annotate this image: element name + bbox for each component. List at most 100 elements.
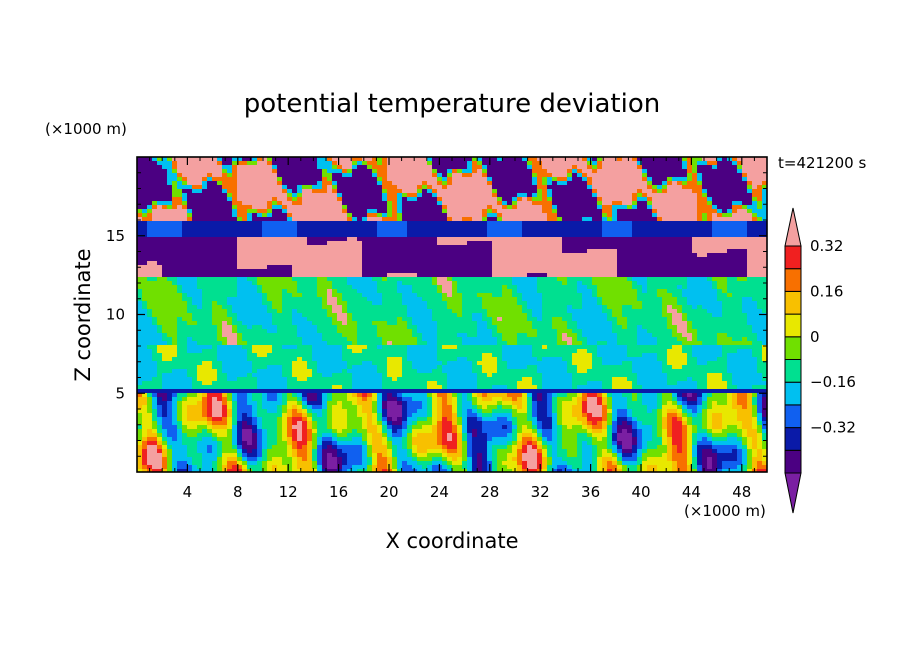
field-cell: [687, 241, 693, 246]
field-cell: [197, 257, 203, 262]
field-cell: [142, 301, 148, 306]
field-cell: [622, 301, 628, 306]
field-cell: [362, 173, 368, 178]
field-cell: [252, 177, 258, 182]
field-cell: [237, 185, 243, 190]
field-cell: [247, 293, 253, 298]
field-cell: [507, 253, 513, 258]
field-cell: [342, 273, 348, 278]
field-cell: [712, 309, 718, 314]
field-cell: [592, 237, 598, 242]
field-cell: [682, 177, 688, 182]
field-cell: [622, 261, 628, 266]
field-cell: [282, 189, 288, 194]
field-cell: [692, 193, 698, 198]
field-cell: [317, 301, 323, 306]
field-cell: [367, 241, 373, 246]
field-cell: [492, 245, 498, 250]
field-cell: [612, 273, 618, 278]
field-cell: [542, 241, 548, 246]
field-cell: [382, 177, 388, 182]
field-cell: [262, 277, 268, 282]
field-cell: [542, 277, 548, 282]
field-cell: [722, 253, 728, 258]
field-cell: [347, 233, 353, 238]
field-cell: [637, 305, 643, 310]
field-cell: [532, 277, 538, 282]
field-cell: [182, 157, 188, 162]
field-cell: [172, 217, 178, 222]
field-cell: [727, 253, 733, 258]
field-cell: [692, 197, 698, 202]
field-cell: [697, 217, 703, 222]
field-cell: [247, 281, 253, 286]
field-cell: [357, 201, 363, 206]
field-cell: [217, 185, 223, 190]
field-cell: [572, 269, 578, 274]
field-cell: [157, 181, 163, 186]
field-cell: [717, 257, 723, 262]
field-cell: [732, 157, 738, 162]
field-cell: [307, 313, 313, 318]
field-cell: [472, 205, 478, 210]
field-cell: [582, 301, 588, 306]
field-cell: [437, 281, 443, 286]
field-cell: [762, 169, 767, 174]
field-cell: [582, 225, 588, 230]
field-cell: [617, 177, 623, 182]
field-cell: [207, 161, 213, 166]
field-cell: [597, 277, 603, 282]
field-cell: [487, 285, 493, 290]
field-cell: [572, 225, 578, 230]
field-cell: [472, 201, 478, 206]
field-cell: [627, 265, 633, 270]
field-cell: [497, 161, 503, 166]
field-cell: [602, 293, 608, 298]
field-cell: [177, 193, 183, 198]
field-cell: [237, 313, 243, 318]
field-cell: [392, 233, 398, 238]
field-cell: [147, 297, 153, 302]
field-cell: [432, 257, 438, 262]
field-cell: [402, 293, 408, 298]
field-cell: [692, 165, 698, 170]
field-cell: [667, 173, 673, 178]
field-cell: [347, 241, 353, 246]
field-cell: [647, 297, 653, 302]
field-cell: [262, 225, 268, 230]
field-cell: [592, 305, 598, 310]
field-cell: [232, 289, 238, 294]
field-cell: [372, 281, 378, 286]
field-cell: [662, 165, 668, 170]
field-cell: [157, 281, 163, 286]
field-cell: [187, 289, 193, 294]
field-cell: [642, 285, 648, 290]
field-cell: [522, 225, 528, 230]
field-cell: [432, 297, 438, 302]
field-cell: [312, 169, 318, 174]
field-cell: [302, 261, 308, 266]
field-cell: [262, 241, 268, 246]
field-cell: [207, 169, 213, 174]
field-cell: [507, 293, 513, 298]
field-cell: [232, 297, 238, 302]
field-cell: [277, 281, 283, 286]
field-cell: [667, 265, 673, 270]
field-cell: [472, 277, 478, 282]
field-cell: [142, 249, 148, 254]
field-cell: [532, 305, 538, 310]
field-cell: [317, 265, 323, 270]
field-cell: [542, 169, 548, 174]
field-cell: [362, 277, 368, 282]
field-cell: [727, 225, 733, 230]
field-cell: [242, 265, 248, 270]
field-cell: [252, 269, 258, 274]
field-cell: [687, 289, 693, 294]
field-cell: [182, 217, 188, 222]
field-cell: [487, 265, 493, 270]
field-cell: [217, 197, 223, 202]
field-cell: [237, 169, 243, 174]
field-cell: [672, 269, 678, 274]
field-cell: [562, 281, 568, 286]
field-cell: [592, 289, 598, 294]
